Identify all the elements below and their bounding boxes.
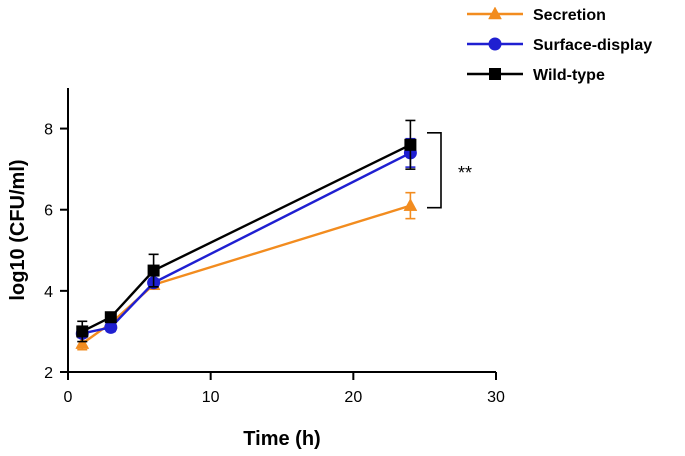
data-point-wild-type-0 bbox=[76, 325, 89, 338]
significance-bracket bbox=[427, 132, 442, 209]
significance-label: ** bbox=[458, 163, 472, 183]
legend-marker-surface-display bbox=[488, 37, 502, 51]
y-tick-label-6: 6 bbox=[44, 203, 53, 220]
data-point-wild-type-2 bbox=[147, 264, 160, 277]
legend: Secretion Surface-display Wild-type bbox=[467, 6, 652, 84]
legend-label-surface-display: Surface-display bbox=[533, 37, 652, 54]
data-point-surface-display-1 bbox=[104, 320, 118, 334]
plot-area: 0 10 20 30 2 4 6 8 Time (h) log10 (CFU/ml) ** bbox=[7, 88, 505, 450]
data-point-secretion-0 bbox=[75, 336, 90, 349]
x-tick-label-30: 30 bbox=[487, 389, 505, 406]
legend-label-secretion: Secretion bbox=[533, 7, 606, 24]
series-line-wild-type bbox=[81, 143, 412, 333]
data-point-secretion-3 bbox=[403, 198, 418, 211]
legend-label-wild-type: Wild-type bbox=[533, 67, 605, 84]
legend-marker-secretion bbox=[488, 6, 502, 20]
x-tick-label-0: 0 bbox=[64, 389, 73, 406]
legend-marker-wild-type bbox=[489, 68, 501, 80]
x-axis-title: Time (h) bbox=[243, 428, 320, 450]
data-point-wild-type-3 bbox=[404, 138, 417, 151]
x-tick-label-20: 20 bbox=[344, 389, 362, 406]
series-line-surface-display bbox=[81, 151, 412, 335]
y-axis-title: log10 (CFU/ml) bbox=[7, 159, 29, 300]
y-tick-label-2: 2 bbox=[44, 365, 53, 382]
y-tick-label-4: 4 bbox=[44, 284, 53, 301]
y-tick-label-8: 8 bbox=[44, 122, 53, 139]
data-point-wild-type-1 bbox=[104, 311, 117, 324]
x-tick-label-10: 10 bbox=[202, 389, 220, 406]
